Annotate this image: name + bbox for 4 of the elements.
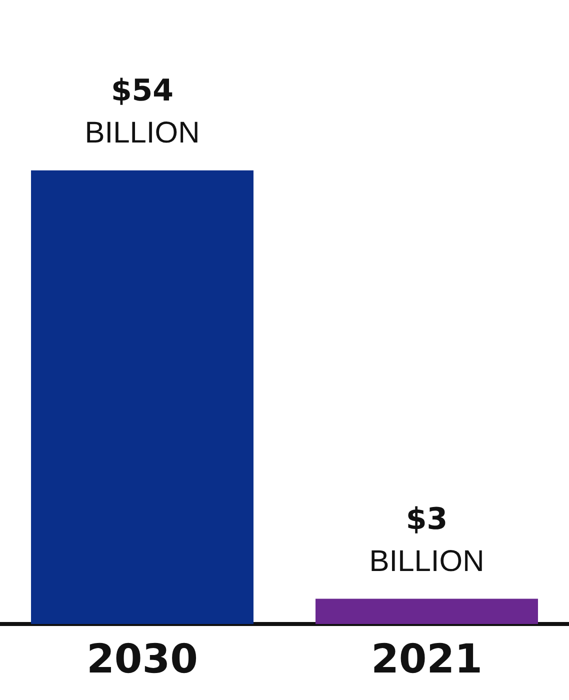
data-label: $54 BILLION	[84, 73, 200, 150]
data-label: $3 BILLION	[369, 502, 484, 578]
x-tick-label: 2021	[371, 636, 482, 682]
x-tick-label: 2030	[86, 636, 198, 682]
